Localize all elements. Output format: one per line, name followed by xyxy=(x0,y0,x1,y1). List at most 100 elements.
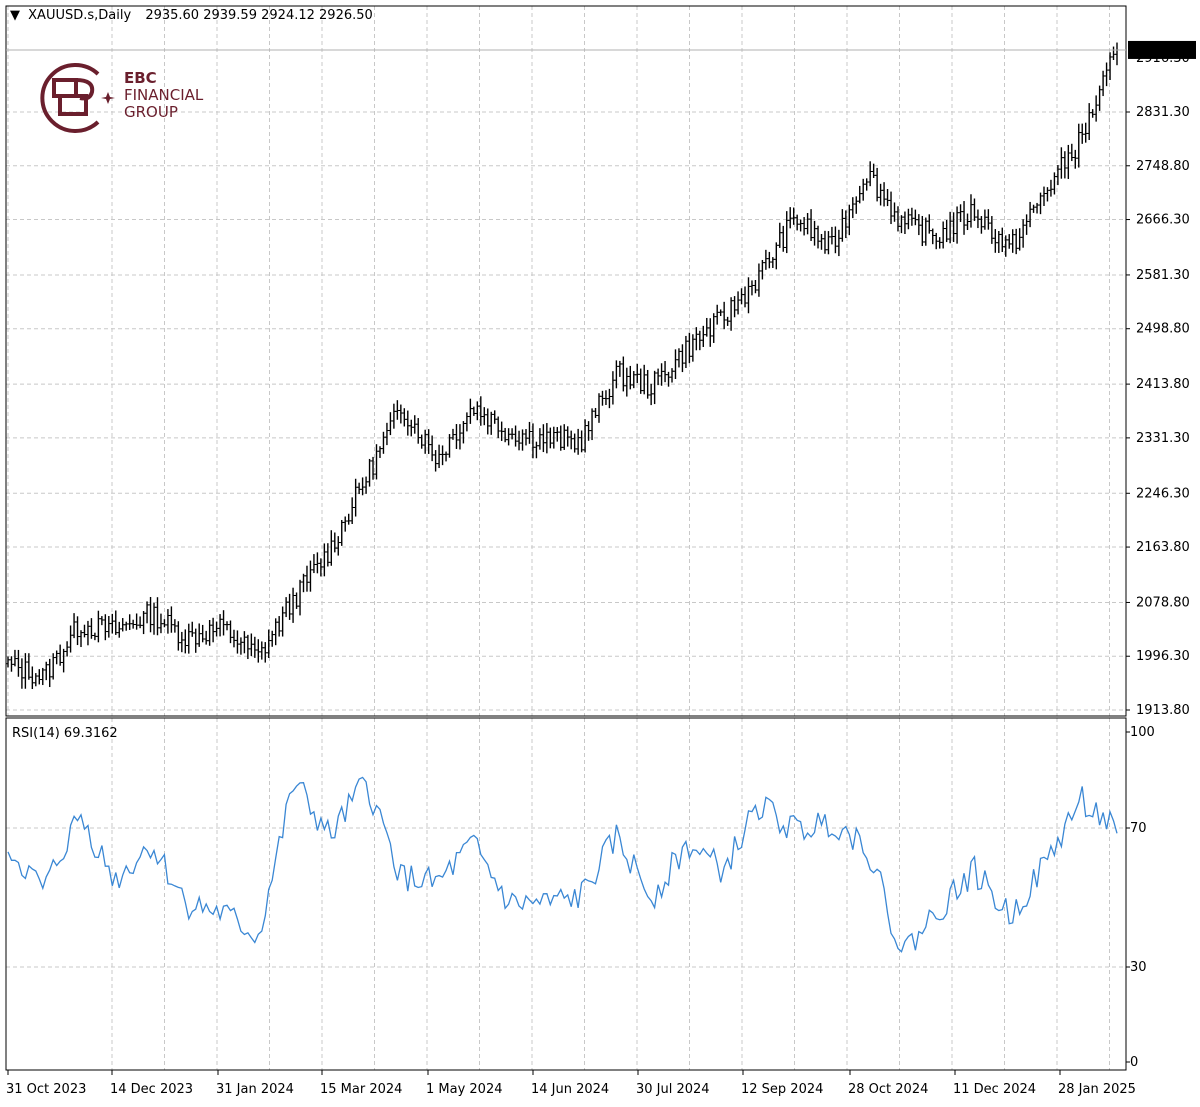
price-bar xyxy=(1000,227,1005,253)
price-bar xyxy=(113,610,118,635)
price-bar xyxy=(92,632,97,641)
price-bar xyxy=(47,658,52,688)
price-bar xyxy=(676,348,681,368)
price-bar xyxy=(468,398,473,424)
price-bar xyxy=(850,197,855,219)
price-bar xyxy=(1021,219,1026,248)
price-bar xyxy=(756,263,761,297)
price-bar xyxy=(718,309,723,317)
ohlc-open: 2935.60 xyxy=(145,8,200,23)
price-bar xyxy=(322,543,327,577)
price-bar xyxy=(694,327,699,351)
price-bar xyxy=(461,421,466,444)
price-bar xyxy=(687,332,692,364)
price-bar xyxy=(1031,204,1036,213)
price-bar xyxy=(791,207,796,225)
price-bar xyxy=(277,616,282,637)
price-bar xyxy=(61,648,66,673)
price-bar xyxy=(249,633,254,657)
price-bar xyxy=(534,441,539,459)
price-bar xyxy=(16,649,21,677)
price-bar xyxy=(1115,42,1119,66)
price-bar xyxy=(1094,95,1099,122)
price-bar xyxy=(214,621,219,637)
rsi-pane-frame xyxy=(5,717,1127,1071)
price-bar xyxy=(777,222,782,248)
price-bar xyxy=(211,617,216,643)
price-bar xyxy=(975,209,980,229)
price-bar xyxy=(433,450,438,472)
price-bar xyxy=(65,641,70,657)
price-bar xyxy=(996,230,1001,253)
price-bar xyxy=(569,430,574,450)
last-price-badge xyxy=(1128,40,1196,59)
price-bar xyxy=(193,628,198,653)
price-bars xyxy=(6,42,1119,690)
price-bar xyxy=(329,530,334,566)
date-tick-label: 1 May 2024 xyxy=(426,1082,503,1097)
price-bar xyxy=(819,233,824,250)
price-bar xyxy=(89,618,94,639)
price-bar xyxy=(270,630,275,647)
price-bar xyxy=(134,613,139,630)
price-tick-label: 2413.80 xyxy=(1136,377,1190,392)
price-bar xyxy=(357,482,362,495)
price-bar xyxy=(343,516,348,532)
price-bar xyxy=(562,424,567,450)
price-bar xyxy=(444,451,449,462)
price-bar xyxy=(753,279,758,294)
price-tick-label: 2748.80 xyxy=(1136,159,1190,174)
price-bar xyxy=(124,621,129,631)
price-bar xyxy=(868,161,873,187)
price-bar xyxy=(576,428,581,455)
price-bar xyxy=(663,361,668,383)
date-tick-label: 28 Oct 2024 xyxy=(848,1082,928,1097)
price-bar xyxy=(523,429,528,446)
price-bar xyxy=(812,220,817,246)
price-bar xyxy=(649,383,654,406)
date-tick-label: 14 Jun 2024 xyxy=(531,1082,609,1097)
price-bar xyxy=(141,611,146,635)
price-bar xyxy=(1076,123,1081,168)
price-bar xyxy=(339,519,344,546)
price-bar xyxy=(875,167,880,202)
price-bar xyxy=(798,219,803,232)
rsi-tick-label: 100 xyxy=(1130,725,1155,740)
price-bar xyxy=(419,434,424,449)
price-bar xyxy=(395,400,400,420)
price-bar xyxy=(788,207,793,229)
price-bar xyxy=(12,649,17,667)
price-bar xyxy=(169,606,174,633)
price-bar xyxy=(131,619,136,629)
rsi-line-group xyxy=(7,776,1118,953)
price-bar xyxy=(656,368,661,386)
price-bar xyxy=(857,185,862,204)
price-bar xyxy=(1055,165,1060,186)
price-bar xyxy=(763,249,768,270)
price-bar xyxy=(683,335,688,369)
price-bar xyxy=(631,371,636,389)
price-bar xyxy=(304,565,309,592)
price-bar xyxy=(437,444,442,469)
price-bar xyxy=(739,288,744,305)
price-bar xyxy=(374,444,379,480)
price-bar xyxy=(708,318,713,347)
price-bar xyxy=(68,625,73,653)
price-bar xyxy=(364,476,369,494)
price-bar xyxy=(781,225,786,252)
symbol-dropdown-icon[interactable]: ▼ xyxy=(10,8,20,23)
price-bar xyxy=(259,641,264,660)
price-bar xyxy=(72,613,77,639)
ebc-logo-icon xyxy=(36,62,118,138)
price-bar xyxy=(492,410,497,424)
price-bar xyxy=(311,554,316,574)
price-bar xyxy=(186,623,191,654)
price-bar xyxy=(854,196,859,214)
symbol-timeframe: XAUUSD.s,Daily xyxy=(28,8,132,23)
price-bar xyxy=(99,616,104,626)
price-bar xyxy=(1014,228,1019,255)
price-bar xyxy=(228,620,233,644)
price-bar xyxy=(680,344,685,373)
axes: 1913.80 1996.30 2078.80 2163.80 2246.30 2331.… xyxy=(5,5,1196,1097)
price-bar xyxy=(284,597,289,618)
